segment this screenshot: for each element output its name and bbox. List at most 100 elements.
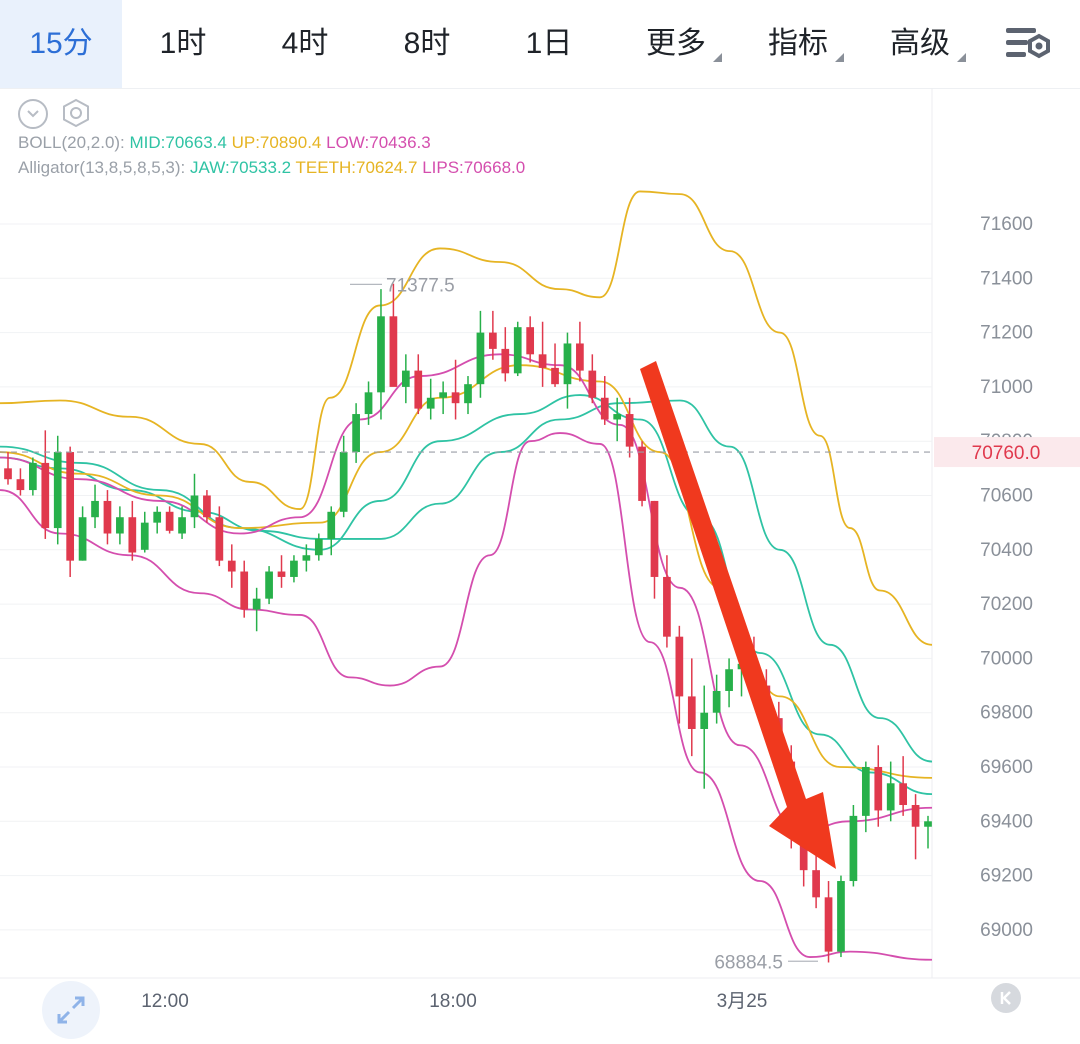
- chart-settings-icon[interactable]: [1003, 22, 1053, 66]
- candle-body: [4, 468, 12, 480]
- price-axis-label: 71400: [980, 268, 1033, 289]
- tab-more-label: 更多: [646, 27, 706, 60]
- boll-lower-line: [0, 432, 933, 961]
- candle-body: [290, 560, 298, 577]
- boll-low: LOW:70436.3: [326, 133, 431, 152]
- candle-body: [861, 767, 870, 816]
- low-price-label: 68884.5: [714, 952, 783, 973]
- kline-chart-canvas[interactable]: 7160071400712007100070800706007040070200…: [0, 88, 1080, 1021]
- dropdown-triangle-icon: [713, 53, 722, 62]
- candle-body: [663, 576, 671, 637]
- candle: [327, 506, 336, 556]
- down-arrow-annotation: [640, 361, 836, 869]
- candle-body: [837, 881, 845, 952]
- gear-icon[interactable]: [60, 98, 92, 128]
- candle-body: [613, 414, 622, 420]
- candle-body: [389, 316, 398, 387]
- tab-more[interactable]: 更多: [624, 0, 728, 88]
- candle: [227, 544, 236, 588]
- candle-body: [203, 495, 211, 518]
- alligator-legend: Alligator(13,8,5,8,5,3): JAW:70533.2 TEE…: [18, 158, 525, 178]
- price-axis-label: 70400: [980, 540, 1033, 561]
- candle-body: [302, 555, 311, 561]
- skip-to-start-icon[interactable]: [991, 983, 1021, 1013]
- candle: [588, 354, 597, 404]
- expand-icon[interactable]: [42, 981, 100, 1039]
- boll-up: UP:70890.4: [231, 133, 322, 152]
- tab-15min[interactable]: 15分: [0, 0, 122, 88]
- boll-upper-line: [0, 190, 933, 646]
- candle: [849, 805, 858, 887]
- candle-body: [625, 414, 634, 447]
- candle: [837, 875, 845, 958]
- alligator-name: Alligator(13,8,5,8,5,3):: [18, 158, 186, 177]
- chevron-down-icon[interactable]: [18, 99, 48, 129]
- candle-body: [712, 690, 721, 713]
- candle-body: [886, 783, 895, 811]
- candle: [476, 310, 485, 398]
- candle-body: [265, 571, 273, 599]
- candle-body: [140, 522, 149, 550]
- candle-body: [190, 495, 199, 518]
- candle: [663, 555, 671, 648]
- tab-1h[interactable]: 1时: [159, 27, 207, 60]
- candle: [451, 359, 460, 420]
- candle: [489, 310, 497, 360]
- price-axis-label: 70200: [980, 594, 1033, 615]
- candle: [190, 473, 199, 529]
- candle-body: [687, 696, 696, 729]
- candle: [426, 378, 435, 420]
- boll-mid-line: [0, 399, 933, 763]
- candle-body: [66, 452, 75, 561]
- candle-body: [824, 897, 833, 952]
- price-axis-label: 69000: [980, 920, 1033, 941]
- price-axis-label: 71200: [980, 323, 1033, 344]
- candle-body: [538, 354, 547, 368]
- candle-body: [165, 511, 174, 531]
- candle: [538, 321, 547, 387]
- candle: [675, 625, 684, 724]
- candle-body: [364, 392, 373, 415]
- tab-advanced[interactable]: 高级: [868, 0, 972, 88]
- candle-body: [551, 367, 559, 385]
- price-axis-label: 71600: [980, 214, 1033, 235]
- current-price-label: 70760.0: [972, 443, 1041, 464]
- tab-4h[interactable]: 4时: [281, 27, 329, 60]
- candle-body: [339, 452, 348, 512]
- time-axis-label: 18:00: [429, 991, 477, 1012]
- candle: [700, 685, 709, 789]
- tab-1d[interactable]: 1日: [525, 27, 573, 60]
- candle-body: [650, 500, 659, 577]
- price-axis-label: 69800: [980, 703, 1033, 724]
- tab-8h[interactable]: 8时: [403, 27, 451, 60]
- tab-indicators[interactable]: 指标: [746, 0, 850, 88]
- candle: [240, 560, 249, 618]
- candle: [165, 506, 174, 534]
- candle: [252, 587, 261, 632]
- candle: [203, 490, 211, 523]
- candle-body: [526, 327, 535, 355]
- candle-body: [414, 370, 423, 409]
- dropdown-triangle-icon: [835, 53, 844, 62]
- candle: [874, 745, 883, 827]
- candle-body: [215, 517, 224, 561]
- candle: [576, 321, 584, 382]
- candle: [153, 506, 162, 534]
- candle: [140, 511, 149, 553]
- candle-body: [924, 821, 932, 827]
- candle-body: [489, 332, 497, 349]
- candle: [439, 381, 447, 415]
- candle: [178, 506, 186, 539]
- kline-chart[interactable]: 7160071400712007100070800706007040070200…: [0, 88, 1080, 1039]
- candle: [215, 506, 224, 567]
- time-axis-label: 3月25: [717, 991, 768, 1012]
- candle-body: [29, 462, 37, 491]
- candle: [712, 674, 721, 724]
- candle: [501, 327, 510, 382]
- candle-body: [812, 870, 820, 898]
- candle-body: [178, 517, 186, 534]
- candle: [314, 533, 323, 561]
- price-axis-label: 69400: [980, 811, 1033, 832]
- candle-body: [799, 832, 808, 871]
- candle-body: [874, 767, 883, 811]
